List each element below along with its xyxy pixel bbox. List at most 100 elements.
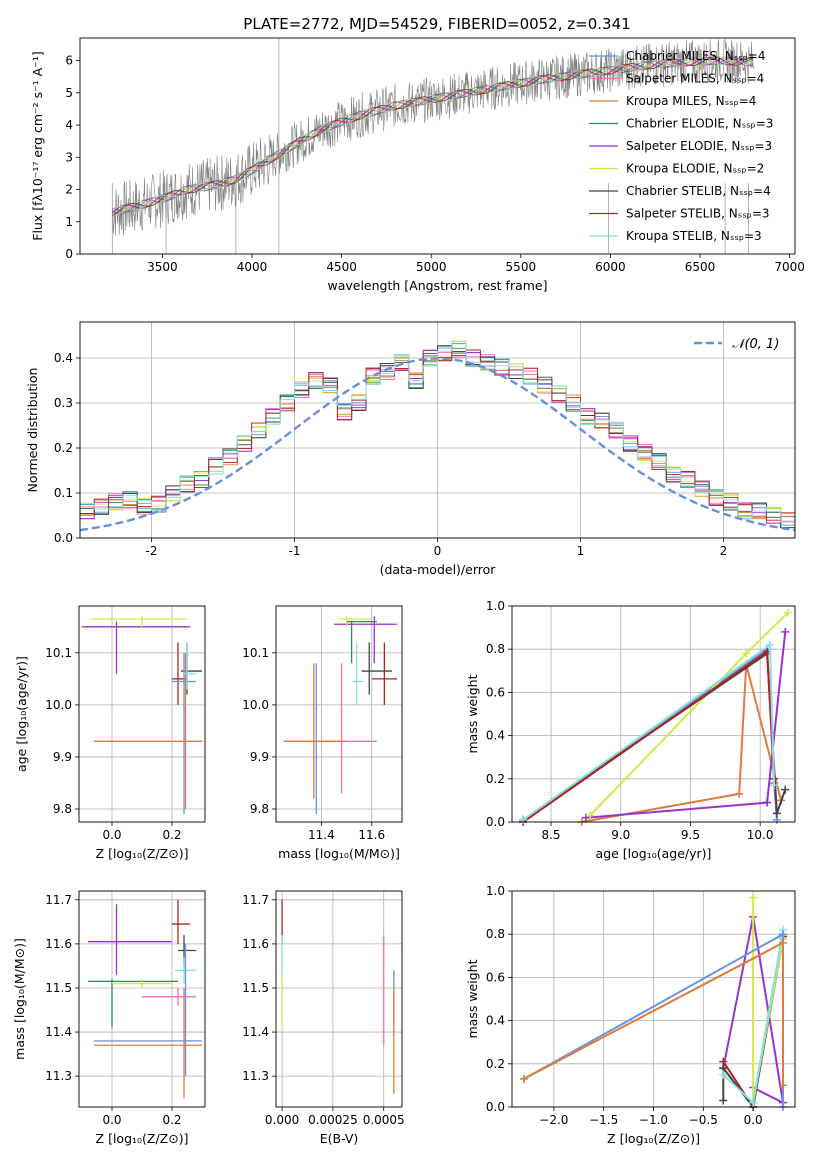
y-tick-label: 0.8	[486, 927, 505, 941]
legend-label: Chabrier MILES, Nₛₛₚ=4	[626, 49, 766, 63]
y-axis-label: mass [log₁₀(M/M⊙)]	[12, 938, 27, 1060]
y-tick-label: 11.4	[45, 1025, 72, 1039]
y-tick-label: 11.5	[45, 981, 72, 995]
legend-label: Salpeter MILES, Nₛₛₚ=4	[626, 72, 764, 86]
x-tick-label: 0.0	[102, 828, 121, 842]
weight-marker	[586, 811, 595, 820]
weight-line	[522, 649, 776, 823]
x-axis-label: (data-model)/error	[380, 562, 497, 577]
y-tick-label: 11.3	[242, 1069, 269, 1083]
weight-marker	[519, 1074, 528, 1083]
y-tick-label: 3	[65, 150, 73, 164]
weight-marker	[765, 640, 774, 649]
x-axis-label: wavelength [Angstrom, rest frame]	[327, 278, 547, 293]
axes-frame	[511, 605, 796, 823]
weight-marker	[781, 785, 790, 794]
x-axis-label: age [log₁₀(age/yr)]	[596, 846, 712, 861]
axes-frame	[78, 890, 206, 1108]
x-tick-label: 0.2	[162, 828, 181, 842]
weight-marker	[784, 608, 793, 617]
figure-title: PLATE=2772, MJD=54529, FIBERID=0052, z=0…	[243, 15, 630, 33]
legend-label: 𝒩(0, 1)	[732, 337, 779, 352]
weight-marker	[742, 649, 751, 658]
weight-marker	[779, 1081, 788, 1090]
axes-frame	[78, 605, 206, 823]
y-tick-label: 11.7	[242, 893, 269, 907]
y-tick-label: 10.1	[242, 646, 269, 660]
model-line	[112, 57, 754, 211]
y-axis-label: mass weight	[465, 674, 480, 753]
y-tick-label: 2	[65, 183, 73, 197]
legend-label: Kroupa STELIB, Nₛₛₚ=3	[626, 229, 762, 243]
y-tick-label: 11.4	[242, 1025, 269, 1039]
y-tick-label: 0.0	[54, 531, 73, 545]
weight-line	[722, 916, 785, 1105]
weight-marker	[779, 930, 788, 939]
legend-label: Salpeter STELIB, Nₛₛₚ=3	[626, 207, 770, 221]
y-tick-label: 1.0	[486, 599, 505, 613]
x-tick-label: -1	[289, 544, 301, 558]
axes-frame	[511, 890, 796, 1108]
y-tick-label: 0.3	[54, 396, 73, 410]
x-tick-label: 9.5	[681, 828, 700, 842]
x-tick-label: 4000	[237, 260, 268, 274]
weight-line	[581, 664, 783, 823]
weight-marker	[719, 1096, 728, 1105]
mass-age-panel: 11.4 11.6 9.8 9.9 10.0 10.1 mass [log₁₀(M/M⊙)]	[242, 605, 403, 861]
y-tick-label: 0.6	[486, 685, 505, 699]
x-tick-label: 0.0	[102, 1113, 121, 1127]
weight-marker	[772, 809, 781, 818]
y-axis-label: Flux [fλ10⁻¹⁷ erg cm⁻² s⁻¹ A⁻¹]	[30, 51, 45, 240]
legend-label: Chabrier STELIB, Nₛₛₚ=4	[626, 184, 771, 198]
y-tick-label: 11.3	[45, 1069, 72, 1083]
x-tick-label: 4500	[326, 260, 357, 274]
y-tick-label: 10.0	[45, 698, 72, 712]
histogram-step	[79, 341, 796, 530]
weight-marker	[581, 813, 590, 822]
y-tick-label: 0	[65, 247, 73, 261]
y-axis-label: age [log₁₀(age/yr)]	[14, 656, 29, 772]
axes-frame	[79, 37, 796, 255]
weight-marker	[770, 781, 779, 790]
x-tick-label: 0.0	[744, 1113, 763, 1127]
x-tick-label: 3500	[147, 260, 178, 274]
x-tick-label: 8.5	[541, 828, 560, 842]
x-tick-label: 0.0005	[363, 1113, 405, 1127]
x-axis-label: Z [log₁₀(Z/Z⊙)]	[607, 1131, 700, 1146]
y-tick-label: 0.1	[54, 486, 73, 500]
legend-label: Kroupa MILES, Nₛₛₚ=4	[626, 94, 756, 108]
y-tick-label: 9.8	[53, 802, 72, 816]
x-tick-label: 0.00025	[308, 1113, 358, 1127]
x-axis-label: Z [log₁₀(Z/Z⊙)]	[96, 846, 189, 861]
x-tick-label: 6000	[595, 260, 626, 274]
axes-frame	[79, 321, 796, 539]
x-tick-label: 0.000	[265, 1113, 299, 1127]
weight-marker	[779, 938, 788, 947]
x-tick-label: −1.0	[639, 1113, 668, 1127]
y-tick-label: 11.7	[45, 893, 72, 907]
z-age-panel: 0.0 0.2 9.8 9.9 10.0 10.1 Z [log₁₀(Z/Z⊙)] age […	[14, 605, 206, 861]
weight-line	[585, 631, 787, 819]
residuals-panel: -2 -1 0 1 2 0.0 0.1 0.2 0.3 0.4 (data-model)/error…	[25, 321, 796, 577]
x-tick-label: 6500	[685, 260, 716, 274]
legend-label: Salpeter ELODIE, Nₛₛₚ=3	[626, 139, 772, 153]
x-tick-label: 11.4	[308, 828, 335, 842]
x-tick-label: 10.0	[747, 828, 774, 842]
weight-marker	[519, 815, 528, 824]
x-axis-label: E(B-V)	[320, 1131, 359, 1146]
weight-marker	[749, 893, 758, 902]
y-tick-label: 9.8	[250, 802, 269, 816]
ebv-mass-panel: 0.000 0.00025 0.0005 11.3 11.4 11.5 11.6 11.7 E(…	[242, 890, 405, 1146]
y-tick-label: 0.0	[486, 815, 505, 829]
x-tick-label: 9.0	[611, 828, 630, 842]
x-tick-label: 5500	[506, 260, 537, 274]
y-tick-label: 0.6	[486, 970, 505, 984]
y-tick-label: 11.6	[45, 937, 72, 951]
weight-marker	[763, 798, 772, 807]
y-tick-label: 10.0	[242, 698, 269, 712]
y-tick-label: 0.4	[486, 1014, 505, 1028]
y-tick-label: 0.4	[486, 729, 505, 743]
x-tick-label: −1.5	[589, 1113, 618, 1127]
y-tick-label: 6	[65, 54, 73, 68]
